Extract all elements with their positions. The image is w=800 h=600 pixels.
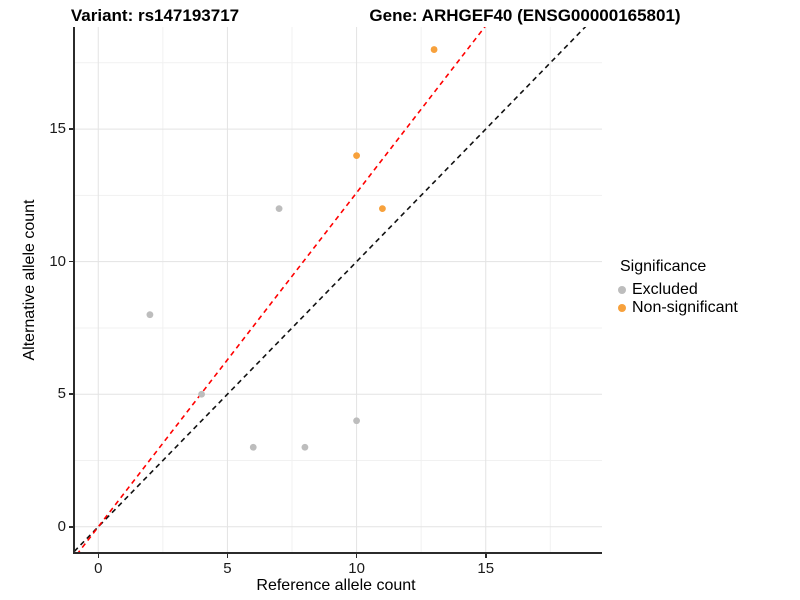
x-axis-label: Reference allele count (256, 577, 416, 594)
x-axis-tick-label: 15 (477, 560, 495, 577)
plot-panel (73, 27, 602, 554)
identity-line (75, 27, 587, 552)
legend-item-label: Excluded (632, 281, 698, 298)
y-axis-tick (69, 526, 73, 528)
data-point-excluded (353, 417, 360, 425)
plot-title-variant: Variant: rs147193717 (70, 6, 240, 25)
data-point-excluded (275, 205, 283, 213)
legend: Significance Excluded Non-significant (618, 258, 738, 317)
y-axis-label: Alternative allele count (21, 199, 38, 361)
y-axis-tick-label: 15 (49, 120, 66, 138)
non-significant-dot-icon (618, 304, 626, 312)
x-axis-tick (355, 554, 358, 558)
x-axis-tick (97, 554, 99, 558)
y-axis-tick (69, 393, 73, 395)
x-axis-tick-label: 10 (348, 560, 365, 577)
y-axis-tick (69, 128, 73, 130)
y-axis-tick-label: 10 (49, 252, 66, 270)
y-axis-tick-label: 0 (57, 517, 66, 535)
x-axis-tick (226, 554, 229, 558)
excluded-dot-icon (618, 286, 626, 294)
legend-item-non-significant: Non-significant (618, 299, 738, 317)
data-point-non-significant (379, 205, 386, 213)
data-point-excluded (301, 443, 309, 451)
data-point-non-significant (430, 46, 438, 53)
plot-title-gene: Gene: ARHGEF40 (ENSG00000165801) (369, 6, 681, 25)
y-axis-tick (69, 260, 73, 263)
x-axis-tick-label: 0 (94, 560, 103, 577)
data-point-excluded (146, 311, 154, 319)
legend-item-label: Non-significant (632, 299, 738, 316)
x-axis-tick-label: 5 (223, 560, 232, 577)
data-point-non-significant (353, 152, 360, 159)
legend-item-excluded: Excluded (618, 281, 738, 299)
legend-title: Significance (620, 258, 707, 275)
data-point-excluded (249, 443, 257, 451)
x-axis-tick (485, 554, 487, 558)
plot-area (75, 27, 602, 552)
data-point-excluded (198, 390, 205, 398)
expected-ratio-line (77, 27, 486, 552)
y-axis-tick-label: 5 (57, 385, 66, 403)
